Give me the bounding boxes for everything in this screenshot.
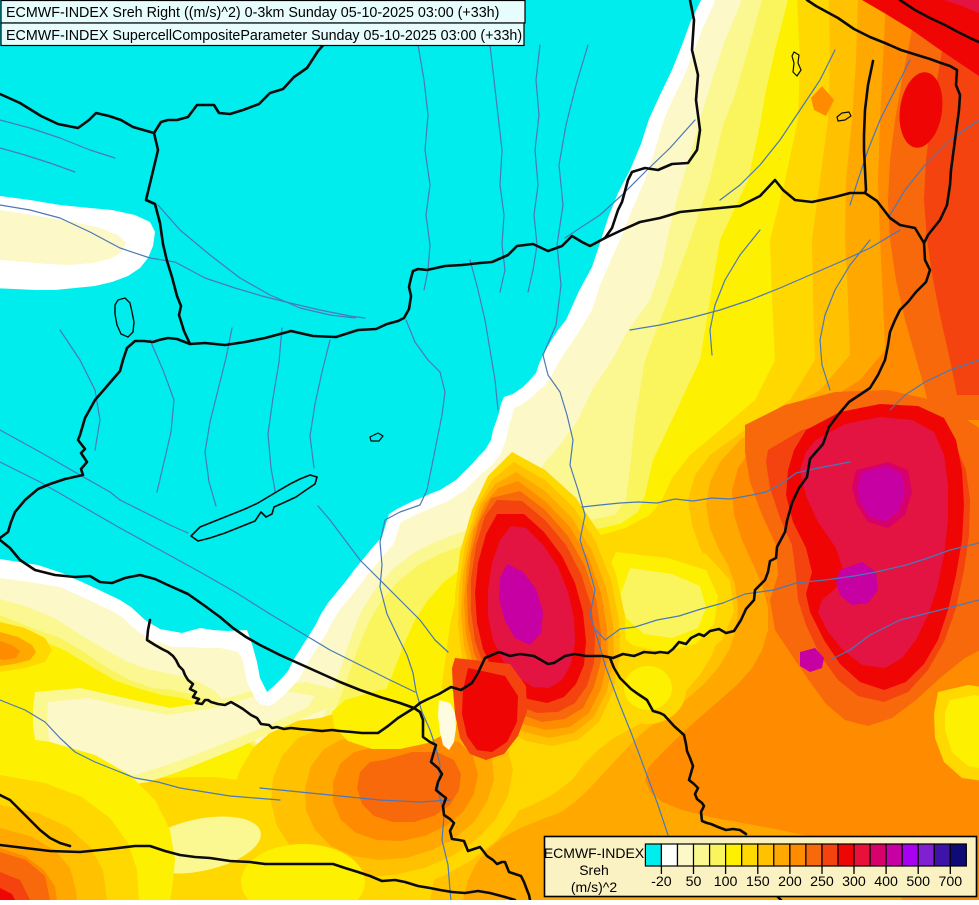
svg-text:700: 700	[938, 874, 962, 890]
svg-text:ECMWF-INDEX: ECMWF-INDEX	[544, 845, 645, 861]
svg-text:300: 300	[842, 874, 866, 890]
svg-text:ECMWF-INDEX SupercellComposite: ECMWF-INDEX SupercellCompositeParameter …	[6, 28, 522, 44]
svg-text:(m/s)^2: (m/s)^2	[571, 879, 617, 895]
svg-text:50: 50	[686, 874, 702, 890]
svg-text:150: 150	[746, 874, 770, 890]
svg-text:200: 200	[778, 874, 802, 890]
svg-text:ECMWF-INDEX Sreh Right ((m/s)^: ECMWF-INDEX Sreh Right ((m/s)^2) 0-3km S…	[6, 5, 499, 21]
svg-text:100: 100	[714, 874, 738, 890]
svg-text:400: 400	[874, 874, 898, 890]
svg-text:-20: -20	[651, 874, 672, 890]
svg-text:250: 250	[810, 874, 834, 890]
svg-text:Sreh: Sreh	[579, 862, 609, 878]
svg-text:500: 500	[906, 874, 930, 890]
